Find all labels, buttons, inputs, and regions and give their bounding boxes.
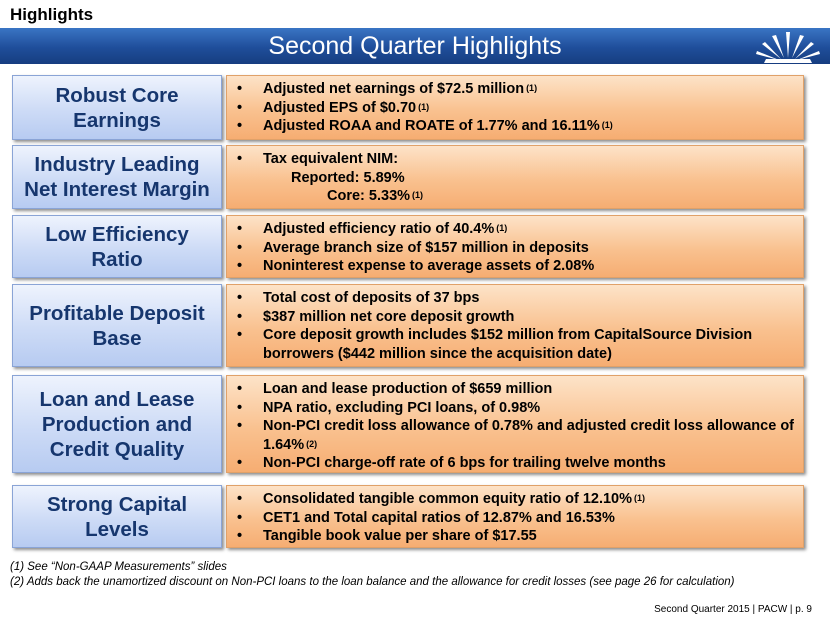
net-interest-margin-details: Tax equivalent NIM: Reported: 5.89% Core… (226, 145, 804, 209)
list-item: Adjusted net earnings of $72.5 million(1… (235, 80, 795, 99)
list-item: Noninterest expense to average assets of… (235, 257, 795, 276)
list-item: Tangible book value per share of $17.55 (235, 527, 795, 546)
list-item: Non-PCI charge-off rate of 6 bps for tra… (235, 454, 795, 473)
net-interest-margin-label: Industry Leading Net Interest Margin (12, 145, 222, 209)
deposit-base-details: Total cost of deposits of 37 bps $387 mi… (226, 284, 804, 367)
list-item: Adjusted EPS of $0.70(1) (235, 99, 795, 118)
list-item: Adjusted efficiency ratio of 40.4%(1) (235, 220, 795, 239)
footnotes: (1) See “Non-GAAP Measurements” slides (… (10, 560, 735, 589)
efficiency-ratio-details: Adjusted efficiency ratio of 40.4%(1) Av… (226, 215, 804, 278)
list-item: Core deposit growth includes $152 millio… (235, 326, 795, 363)
page-footer: Second Quarter 2015 | PACW | p. 9 (654, 604, 812, 615)
list-item: Total cost of deposits of 37 bps (235, 289, 795, 308)
list-item: Tax equivalent NIM: (235, 150, 795, 169)
list-item: Non-PCI credit loss allowance of 0.78% a… (235, 417, 795, 454)
slide-title: Second Quarter Highlights (268, 32, 562, 60)
list-item: NPA ratio, excluding PCI loans, of 0.98% (235, 399, 795, 418)
list-item: Adjusted ROAA and ROATE of 1.77% and 16.… (235, 117, 795, 136)
nim-reported: Reported: 5.89% (291, 169, 405, 186)
section-label: Highlights (10, 5, 94, 24)
footnote: (2) Adds back the unamortized discount o… (10, 575, 735, 588)
title-bar: Second Quarter Highlights (0, 28, 830, 64)
list-item: CET1 and Total capital ratios of 12.87% … (235, 509, 795, 528)
list-item: Average branch size of $157 million in d… (235, 239, 795, 258)
sunburst-logo-icon (756, 32, 820, 63)
footnote: (1) See “Non-GAAP Measurements” slides (10, 561, 227, 573)
list-item: Consolidated tangible common equity rati… (235, 490, 795, 509)
nim-core: Core: 5.33% (1) (327, 188, 424, 204)
efficiency-ratio-label: Low Efficiency Ratio (12, 215, 222, 278)
robust-core-earnings-details: Adjusted net earnings of $72.5 million(1… (226, 75, 804, 140)
deposit-base-label: Profitable Deposit Base (12, 284, 222, 367)
loan-lease-credit-details: Loan and lease production of $659 millio… (226, 375, 804, 473)
list-item: Loan and lease production of $659 millio… (235, 380, 795, 399)
list-item: $387 million net core deposit growth (235, 308, 795, 327)
loan-lease-credit-label: Loan and Lease Production and Credit Qua… (12, 375, 222, 473)
capital-levels-details: Consolidated tangible common equity rati… (226, 485, 804, 548)
capital-levels-label: Strong Capital Levels (12, 485, 222, 548)
robust-core-earnings-label: Robust Core Earnings (12, 75, 222, 140)
